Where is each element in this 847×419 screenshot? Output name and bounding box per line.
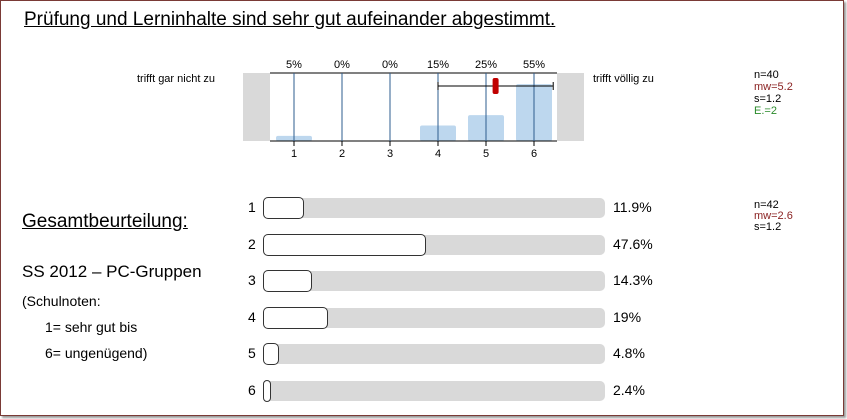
stat-mw-bottom: mw=2.6 xyxy=(754,210,793,222)
grade-note-3: 6= ungenügend) xyxy=(45,345,148,361)
left-gray-panel xyxy=(243,73,270,141)
grade-label-5: 5 xyxy=(248,345,256,361)
percent-value-4: 19% xyxy=(613,309,642,325)
bar-track-4 xyxy=(263,308,605,328)
bar-fill-3 xyxy=(263,270,312,292)
stat-n-top: n=40 xyxy=(754,69,779,81)
group-label: SS 2012 – PC-Gruppen xyxy=(22,262,202,281)
percent-label-4: 15% xyxy=(427,59,449,71)
percent-value-2: 47.6% xyxy=(613,236,653,252)
x-tick-label-1: 1 xyxy=(291,148,297,160)
stat-e-top: E.=2 xyxy=(754,105,777,117)
mean-marker xyxy=(492,78,499,94)
x-tick-label-5: 5 xyxy=(483,148,489,160)
bar-fill-1 xyxy=(263,197,304,219)
percent-value-1: 11.9% xyxy=(613,199,652,215)
percent-value-5: 4.8% xyxy=(613,345,645,361)
x-tick-label-3: 3 xyxy=(387,148,393,160)
section-heading: Gesamtbeurteilung: xyxy=(22,211,188,232)
stat-s-bottom: s=1.2 xyxy=(754,221,782,233)
bar-fill-4 xyxy=(263,307,328,329)
grade-label-4: 4 xyxy=(248,309,256,325)
percent-label-1: 5% xyxy=(286,59,302,71)
grade-note-1: (Schulnoten: xyxy=(22,293,101,309)
x-tick-label-2: 2 xyxy=(339,148,345,160)
percent-label-3: 0% xyxy=(382,59,398,71)
scale-right-label: trifft völlig zu xyxy=(593,73,654,85)
grade-label-6: 6 xyxy=(248,382,256,398)
bar-fill-2 xyxy=(263,234,426,256)
x-tick-label-4: 4 xyxy=(435,148,441,160)
x-tick-label-6: 6 xyxy=(531,148,537,160)
stat-s-top: s=1.2 xyxy=(754,93,782,105)
bar-track-3 xyxy=(263,271,605,291)
stat-mw-top: mw=5.2 xyxy=(754,81,793,93)
percent-value-6: 2.4% xyxy=(613,382,645,398)
bar-track-6 xyxy=(263,381,605,401)
bar-fill-6 xyxy=(263,380,272,402)
grade-label-3: 3 xyxy=(248,272,256,288)
histogram-chart: 15%20%30%415%525%655% xyxy=(243,59,584,160)
percent-value-3: 14.3% xyxy=(613,272,653,288)
bar-track-5 xyxy=(263,344,605,364)
percent-label-2: 0% xyxy=(334,59,350,71)
chart-title: Prüfung und Lerninhalte sind sehr gut au… xyxy=(24,9,556,30)
percent-label-5: 25% xyxy=(475,59,497,71)
grade-label-1: 1 xyxy=(248,199,256,215)
scale-left-label: trifft gar nicht zu xyxy=(137,73,216,85)
right-gray-panel xyxy=(557,73,584,141)
percent-label-6: 55% xyxy=(523,59,545,71)
bar-fill-5 xyxy=(263,343,280,365)
grade-label-2: 2 xyxy=(248,236,256,252)
bar-track-1 xyxy=(263,198,605,218)
stat-n-bottom: n=42 xyxy=(754,199,779,211)
grade-note-2: 1= sehr gut bis xyxy=(45,319,138,335)
